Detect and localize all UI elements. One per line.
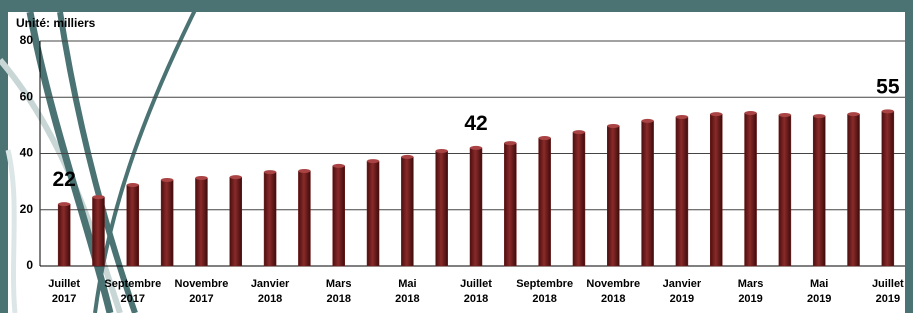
y-axis-title: Unité: milliers <box>16 16 96 30</box>
bar-cap <box>745 111 757 115</box>
bar <box>264 172 276 266</box>
bar <box>161 180 173 266</box>
bar-cap <box>58 202 70 206</box>
bar-cap <box>504 141 516 145</box>
bar-cap <box>436 149 448 153</box>
bar <box>298 171 310 266</box>
bar-cap <box>848 112 860 116</box>
bar <box>333 166 345 266</box>
bar-cap <box>333 164 345 168</box>
bar-cap <box>607 124 619 128</box>
data-label: 42 <box>464 112 487 135</box>
y-tick-label: 60 <box>20 89 34 103</box>
bar <box>230 177 242 266</box>
bar-cap <box>642 119 654 123</box>
bar <box>573 132 585 266</box>
bar <box>195 178 207 266</box>
bar <box>882 111 894 266</box>
bar-cap <box>298 169 310 173</box>
panel <box>8 12 905 313</box>
chart: Unité: milliers 020406080Juillet201722Se… <box>0 0 913 313</box>
bar <box>813 116 825 266</box>
bar-cap <box>230 175 242 179</box>
bar <box>58 204 70 266</box>
bar-cap <box>573 130 585 134</box>
bar-cap <box>92 195 104 199</box>
bar-cap <box>264 170 276 174</box>
bar <box>848 114 860 266</box>
bar-cap <box>367 159 379 163</box>
bar <box>401 157 413 266</box>
bar-cap <box>813 114 825 118</box>
bar-cap <box>161 178 173 182</box>
bar <box>504 143 516 266</box>
bar-cap <box>401 155 413 159</box>
bar <box>367 161 379 266</box>
bar-cap <box>539 136 551 140</box>
bar-cap <box>779 113 791 117</box>
bar <box>676 117 688 266</box>
bar <box>710 114 722 266</box>
bar <box>745 113 757 266</box>
bar <box>607 126 619 266</box>
y-tick-label: 0 <box>26 258 33 272</box>
data-label: 55 <box>876 75 900 98</box>
bar-cap <box>882 109 894 113</box>
bar <box>642 121 654 266</box>
bar <box>127 185 139 266</box>
bar <box>92 197 104 266</box>
bar-cap <box>676 115 688 119</box>
y-tick-label: 40 <box>20 146 34 160</box>
bar-cap <box>195 176 207 180</box>
bar <box>779 115 791 266</box>
y-tick-label: 80 <box>20 33 34 47</box>
bar <box>436 151 448 266</box>
data-label: 22 <box>52 168 75 191</box>
bar <box>470 148 482 266</box>
bar <box>539 138 551 266</box>
bar-cap <box>127 183 139 187</box>
y-tick-label: 20 <box>20 202 34 216</box>
bar-cap <box>470 146 482 150</box>
bar-cap <box>710 112 722 116</box>
